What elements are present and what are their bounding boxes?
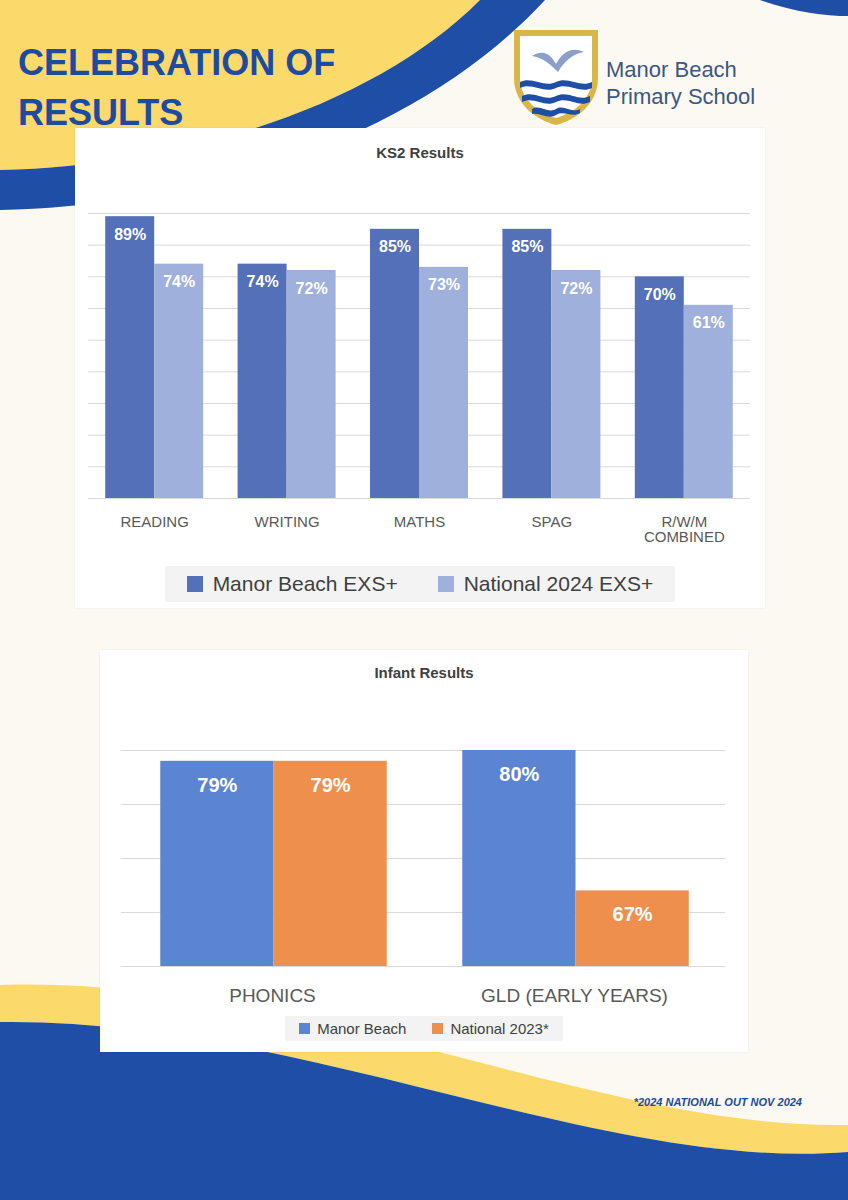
svg-text:79%: 79% bbox=[311, 774, 351, 796]
html-text:*2024 NATIONAL OUT NOV 2024: *2024 NATIONAL OUT NOV 2024 bbox=[633, 1096, 802, 1108]
svg-text:72%: 72% bbox=[560, 280, 592, 297]
svg-text:79%: 79% bbox=[197, 774, 237, 796]
svg-text:89%: 89% bbox=[114, 226, 146, 243]
html-text:Manor Beach EXS+: Manor Beach EXS+ bbox=[212, 572, 398, 595]
html-text:KS2 Results: KS2 Results bbox=[376, 144, 464, 161]
svg-text:61%: 61% bbox=[693, 314, 725, 331]
svg-text:READING: READING bbox=[121, 513, 189, 530]
svg-text:GLD (EARLY YEARS): GLD (EARLY YEARS) bbox=[481, 985, 668, 1006]
svg-text:WRITING: WRITING bbox=[255, 513, 320, 530]
html-text:Infant Results: Infant Results bbox=[374, 664, 474, 681]
svg-text:73%: 73% bbox=[428, 276, 460, 293]
html-text:CELEBRATION OF RESULTS: CELEBRATION OF RESULTS bbox=[18, 42, 336, 133]
svg-text:72%: 72% bbox=[296, 280, 328, 297]
html-text:Manor Beach Primary School: Manor Beach Primary School bbox=[606, 57, 756, 109]
html-text:National 2023*: National 2023* bbox=[450, 1020, 549, 1037]
svg-text:85%: 85% bbox=[379, 238, 411, 255]
svg-text:74%: 74% bbox=[247, 273, 279, 290]
svg-text:MATHS: MATHS bbox=[394, 513, 445, 530]
svg-text:PHONICS: PHONICS bbox=[229, 985, 316, 1006]
svg-text:67%: 67% bbox=[613, 903, 653, 925]
svg-text:80%: 80% bbox=[499, 763, 539, 785]
svg-text:R/W/MCOMBINED: R/W/MCOMBINED bbox=[644, 513, 725, 545]
svg-text:85%: 85% bbox=[511, 238, 543, 255]
svg-text:74%: 74% bbox=[163, 273, 195, 290]
html-text:Manor Beach: Manor Beach bbox=[317, 1020, 407, 1037]
svg-text:SPAG: SPAG bbox=[532, 513, 573, 530]
svg-text:70%: 70% bbox=[644, 286, 676, 303]
html-text:National 2024 EXS+: National 2024 EXS+ bbox=[463, 572, 654, 595]
